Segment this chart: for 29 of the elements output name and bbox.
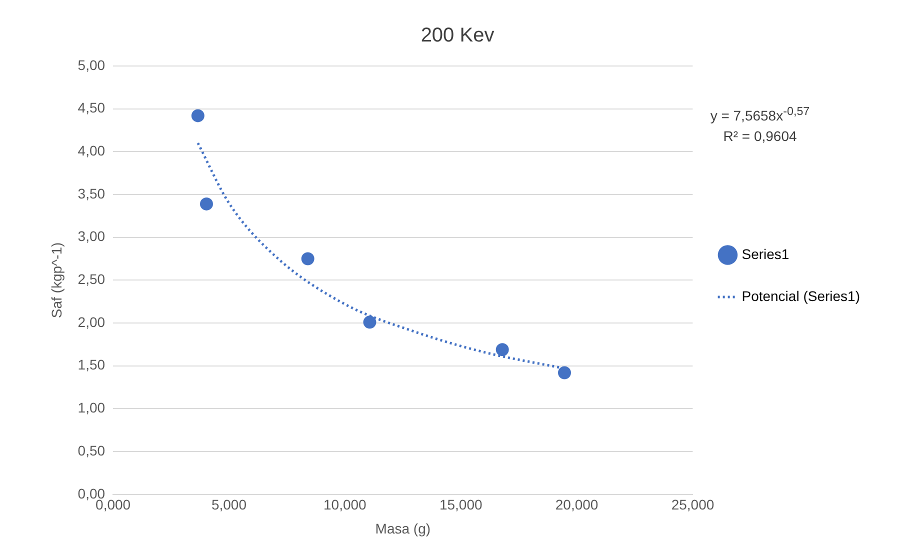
x-axis-title: Masa (g) — [375, 520, 431, 536]
y-tick-label: 1,00 — [78, 400, 106, 416]
point — [200, 197, 213, 210]
y-tick-label: 2,00 — [78, 314, 106, 330]
legend-label: Series1 — [742, 246, 790, 262]
y-axis-title: Saf (kgp^-1) — [48, 242, 64, 318]
chart-title: 200 Kev — [420, 24, 494, 47]
y-tick-label: 4,00 — [78, 142, 106, 159]
x-tick-label: 15,000 — [439, 496, 482, 513]
y-tick-label: 0,50 — [78, 442, 106, 458]
y-tick-label: 2,50 — [78, 271, 106, 288]
x-tick-label: 20,000 — [555, 496, 598, 513]
point — [363, 316, 376, 329]
point — [558, 366, 571, 380]
y-tick-label: 5,00 — [78, 56, 106, 73]
text: R² = 0,9604 — [722, 126, 798, 146]
x-tick-label: 25,000 — [671, 496, 714, 513]
y-tick-label: 4,50 — [78, 100, 106, 116]
y-tick-label: 3,00 — [78, 228, 106, 244]
x-tick-label: 10,000 — [324, 496, 367, 513]
point — [301, 252, 314, 266]
y-tick-label: 0,00 — [78, 485, 106, 502]
point — [191, 109, 204, 122]
text: y = 7,5658x$^{-0,57}$ — [709, 104, 811, 126]
point — [496, 343, 509, 356]
y-tick-label: 1,50 — [78, 356, 106, 373]
legend-label: Potencial (Series1) — [742, 288, 860, 304]
x-tick-label: 5,000 — [211, 496, 247, 513]
y-tick-label: 3,50 — [78, 185, 106, 202]
